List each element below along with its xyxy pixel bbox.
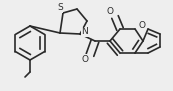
Text: N: N	[82, 27, 88, 36]
Text: O: O	[81, 55, 89, 64]
Text: S: S	[57, 3, 63, 12]
Text: O: O	[107, 7, 113, 16]
Text: O: O	[139, 21, 145, 30]
